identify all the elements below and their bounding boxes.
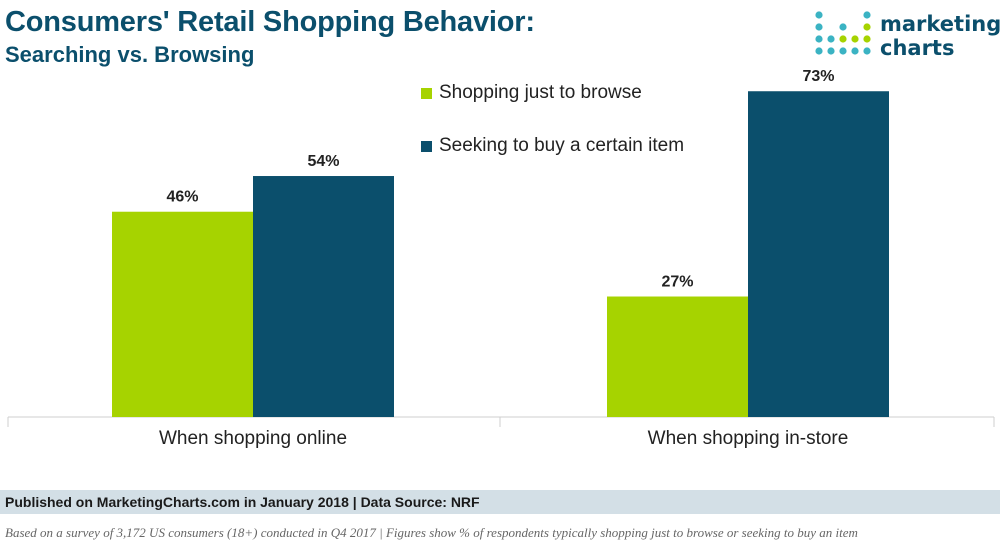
bar[interactable] [607,296,748,417]
data-label: 27% [661,274,693,291]
logo-line-1: marketing [880,12,1000,36]
legend-swatch-browse [421,87,432,99]
bar-chart: 46% 54% When shopping online 27% 73% When sho… [7,68,995,449]
x-tick-label: When shopping online [159,428,347,449]
chart-title: Consumers' Retail Shopping Behavior: [5,6,535,38]
marketingcharts-logo[interactable]: marketing charts [814,10,1000,60]
published-source: Published on MarketingCharts.com in Janu… [5,494,480,510]
chart-subtitle: Searching vs. Browsing [5,42,255,67]
legend-label-seeking: Seeking to buy a certain item [439,135,685,156]
logo-line-2: charts [880,36,955,60]
legend-item-seeking: Seeking to buy a certain item [421,133,684,159]
bar[interactable] [112,211,253,417]
logo-wordmark: marketing charts [880,12,1000,60]
legend-swatch-seeking [421,140,432,152]
bar[interactable] [748,91,889,418]
bar[interactable] [253,176,394,417]
legend-item-browse: Shopping just to browse [421,80,684,106]
x-tick-label: When shopping in-store [648,428,849,449]
survey-note: Based on a survey of 3,172 US consumers … [5,525,858,540]
logo-dots-icon [815,11,871,55]
source-bar: Published on MarketingCharts.com in Janu… [0,490,1000,514]
data-label: 46% [166,189,198,206]
chart-legend: Shopping just to browse Seeking to buy a… [421,80,684,186]
data-label: 54% [307,153,339,170]
legend-label-browse: Shopping just to browse [439,82,642,103]
data-label: 73% [802,68,834,85]
